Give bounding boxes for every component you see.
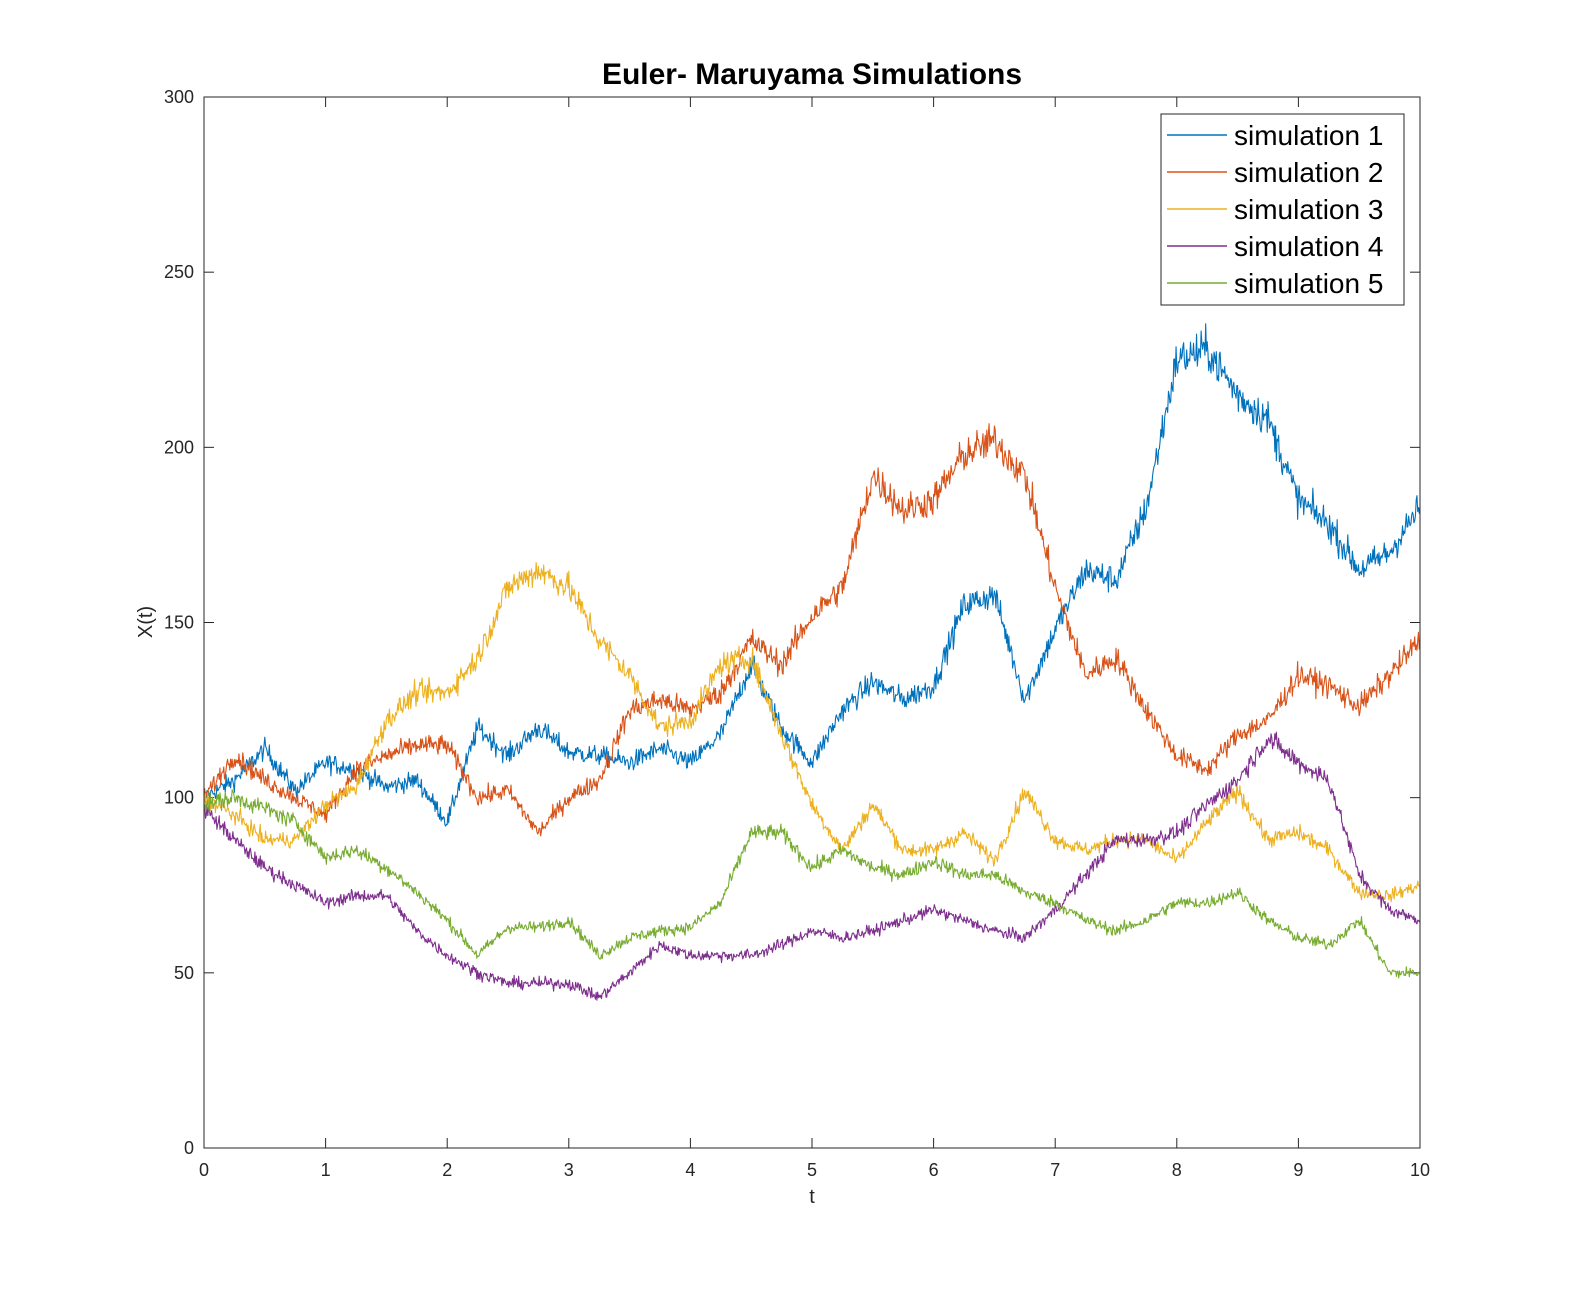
x-tick-label: 10 <box>1410 1160 1430 1180</box>
y-tick-label: 0 <box>184 1138 194 1158</box>
x-tick-label: 1 <box>321 1160 331 1180</box>
y-tick-label: 200 <box>164 437 194 457</box>
x-axis-label: t <box>809 1186 815 1208</box>
x-tick-label: 6 <box>929 1160 939 1180</box>
y-tick-label: 150 <box>164 613 194 633</box>
x-tick-label: 3 <box>564 1160 574 1180</box>
x-tick-label: 4 <box>685 1160 695 1180</box>
x-tick-label: 8 <box>1172 1160 1182 1180</box>
y-axis-label: X(t) <box>135 606 157 638</box>
y-tick-label: 300 <box>164 87 194 107</box>
x-tick-label: 9 <box>1293 1160 1303 1180</box>
series-line-1 <box>203 323 1421 827</box>
y-tick-label: 100 <box>164 788 194 808</box>
legend: simulation 1 simulation 2 simulation 3 simu… <box>1160 113 1405 306</box>
x-tick-label: 2 <box>442 1160 452 1180</box>
series-line-3 <box>203 562 1421 903</box>
series-line-4 <box>203 731 1421 1001</box>
x-tick-label: 5 <box>807 1160 817 1180</box>
legend-label-1: simulation 1 <box>1234 120 1383 151</box>
x-tick-label: 0 <box>199 1160 209 1180</box>
legend-label-4: simulation 4 <box>1234 231 1383 262</box>
plot-frame <box>203 96 1421 1149</box>
legend-label-2: simulation 2 <box>1234 157 1383 188</box>
y-tick-label: 250 <box>164 262 194 282</box>
y-ticks: 0 50 100 150 200 250 300 <box>164 87 1420 1158</box>
series-lines <box>203 323 1421 1001</box>
y-tick-label: 50 <box>174 963 194 983</box>
chart-title: Euler- Maruyama Simulations <box>602 58 1022 91</box>
series-line-5 <box>203 789 1421 979</box>
legend-label-5: simulation 5 <box>1234 268 1383 299</box>
x-ticks: 0 1 2 3 4 5 6 7 8 9 10 <box>199 97 1430 1180</box>
x-tick-label: 7 <box>1050 1160 1060 1180</box>
legend-label-3: simulation 3 <box>1234 194 1383 225</box>
series-line-2 <box>203 423 1421 837</box>
